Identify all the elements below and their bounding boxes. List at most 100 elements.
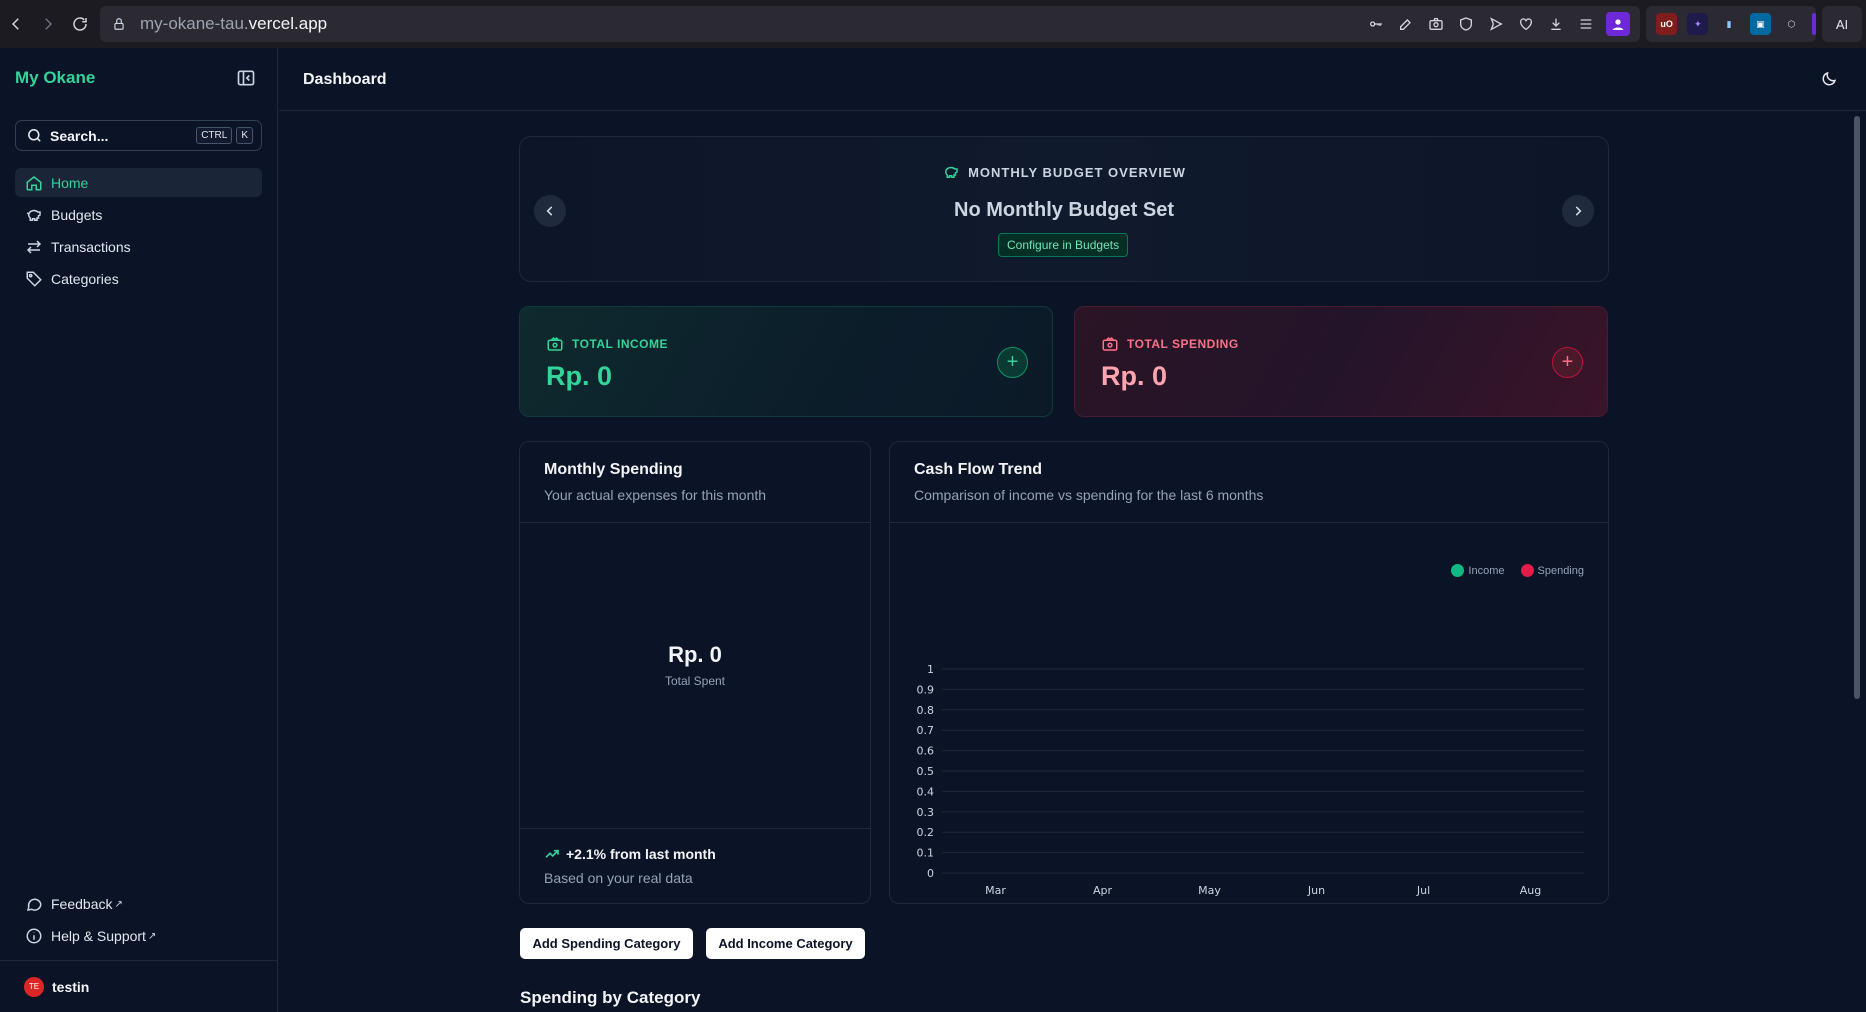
spending-label-text: TOTAL SPENDING [1127, 337, 1239, 351]
sidebar-nav: Home Budgets Transactions Categories [15, 168, 262, 296]
total-spending-card: TOTAL SPENDING Rp. 0 + [1074, 306, 1608, 417]
x-tick-label: Jul [1416, 884, 1430, 897]
help-support-link[interactable]: Help & Support ↗ [15, 920, 262, 952]
budget-overview-heading: MONTHLY BUDGET OVERVIEW [520, 163, 1608, 181]
plus-icon: + [1561, 351, 1574, 373]
y-tick-label: 1 [927, 663, 934, 676]
sidebar-toggle-icon[interactable] [236, 68, 256, 88]
monthly-spending-title: Monthly Spending [544, 461, 683, 478]
budget-status-title: No Monthly Budget Set [954, 199, 1174, 221]
sidebar-item-label: Budgets [51, 206, 103, 223]
piggy-bank-icon [26, 209, 41, 221]
camera-icon[interactable] [1426, 14, 1446, 34]
total-spent-label: Total Spent [664, 674, 726, 688]
info-icon [26, 928, 42, 944]
address-bar[interactable]: my-okane-tau.vercel.app [100, 6, 1640, 42]
total-spending-value: Rp. 0 [1101, 361, 1168, 391]
avatar: TE [24, 976, 44, 997]
add-income-category-button[interactable]: Add Income Category [706, 928, 865, 959]
configure-budgets-link[interactable]: Configure in Budgets [998, 233, 1129, 257]
trending-up-icon [545, 849, 559, 858]
shortcut-ctrl: CTRL [196, 127, 233, 144]
arrows-left-right-icon [26, 239, 42, 254]
legend-label-income: Income [1468, 564, 1505, 577]
send-icon[interactable] [1486, 14, 1506, 34]
extensions-bar: uO ✦ ▮ ▣ ⬡ [1646, 6, 1817, 42]
reload-icon[interactable] [64, 8, 96, 40]
edit-icon[interactable] [1396, 14, 1416, 34]
sidebar-item-transactions[interactable]: Transactions [15, 232, 262, 261]
lock-icon [114, 18, 124, 30]
download-icon[interactable] [1546, 14, 1566, 34]
y-tick-label: 0.9 [917, 683, 935, 696]
help-support-label: Help & Support [51, 928, 146, 944]
extension-cube-icon[interactable]: ⬡ [1787, 18, 1796, 29]
wallet-icon [1102, 336, 1118, 351]
key-icon[interactable] [1366, 14, 1386, 34]
panel-header: Cash Flow Trend Comparison of income vs … [890, 442, 1608, 523]
wallet-icon [547, 336, 563, 351]
ai-button[interactable]: AI [1822, 6, 1862, 42]
external-link-icon: ↗ [147, 930, 157, 942]
sidebar-item-home[interactable]: Home [15, 168, 262, 197]
cash-flow-title: Cash Flow Trend [914, 461, 1043, 478]
user-menu[interactable]: TE testin [0, 960, 278, 1012]
sidebar-item-budgets[interactable]: Budgets [15, 200, 262, 229]
ublock-icon[interactable]: uO [1656, 13, 1678, 35]
home-icon [26, 175, 42, 190]
monthly-spending-subtitle: Your actual expenses for this month [544, 487, 767, 503]
sidebar-item-categories[interactable]: Categories [15, 264, 262, 293]
plus-icon: + [1006, 351, 1019, 373]
chart-legend: Income Spending [1451, 564, 1584, 577]
app-brand[interactable]: My Okane [15, 68, 96, 87]
shortcut-k: K [236, 127, 253, 144]
x-tick-label: Jun [1307, 884, 1325, 897]
add-income-button[interactable]: + [997, 347, 1028, 378]
search-input[interactable]: Search... CTRL K [15, 120, 262, 151]
panel-footer: +2.1% from last month Based on your real… [520, 828, 870, 904]
scrollbar-thumb[interactable] [1854, 116, 1860, 699]
extension-window-icon[interactable]: ▣ [1749, 13, 1771, 35]
sidebar-item-label: Home [51, 174, 89, 191]
external-link-icon: ↗ [114, 898, 123, 910]
search-placeholder: Search... [50, 127, 109, 144]
extension-star-icon[interactable]: ✦ [1687, 13, 1709, 35]
trend-text: +2.1% from last month [566, 846, 716, 862]
trend-note: Based on your real data [544, 870, 693, 886]
y-tick-label: 0.7 [917, 724, 935, 737]
moon-icon[interactable] [1820, 70, 1838, 88]
x-tick-label: May [1198, 884, 1221, 897]
feedback-label: Feedback [51, 896, 113, 912]
legend-label-spending: Spending [1537, 564, 1585, 577]
heart-icon[interactable] [1516, 14, 1536, 34]
panel-header: Monthly Spending Your actual expenses fo… [520, 442, 870, 523]
profile-icon[interactable] [1606, 12, 1630, 36]
extension-doc-icon[interactable]: ▮ [1726, 18, 1732, 29]
feedback-link[interactable]: Feedback ↗ [15, 888, 262, 920]
carousel-next-button[interactable] [1562, 195, 1594, 227]
x-tick-label: Apr [1093, 884, 1113, 897]
legend-item-income[interactable]: Income [1451, 564, 1505, 577]
y-tick-label: 0.2 [917, 826, 935, 839]
cash-flow-subtitle: Comparison of income vs spending for the… [914, 487, 1264, 503]
page-header: Dashboard [279, 48, 1866, 111]
page-title: Dashboard [303, 71, 387, 88]
menu-icon[interactable] [1576, 14, 1596, 34]
extension-indicator [1812, 13, 1817, 35]
monthly-spending-panel: Monthly Spending Your actual expenses fo… [519, 441, 871, 904]
budget-overview-card: MONTHLY BUDGET OVERVIEW No Monthly Budge… [519, 136, 1609, 282]
add-spending-category-button[interactable]: Add Spending Category [520, 928, 693, 959]
legend-item-spending[interactable]: Spending [1520, 564, 1585, 577]
forward-icon[interactable] [32, 8, 64, 40]
add-spending-button[interactable]: + [1552, 347, 1583, 378]
back-icon[interactable] [0, 8, 32, 40]
shield-icon[interactable] [1456, 14, 1476, 34]
carousel-prev-button[interactable] [534, 195, 566, 227]
scrollbar[interactable] [1852, 112, 1862, 1012]
y-tick-label: 0.6 [917, 745, 935, 758]
legend-swatch-spending [1520, 564, 1534, 577]
y-tick-label: 0.3 [917, 806, 935, 819]
url-text: my-okane-tau.vercel.app [140, 14, 328, 33]
trend-indicator: +2.1% from last month [544, 846, 716, 862]
spending-by-category-title: Spending by Category [520, 988, 701, 1007]
